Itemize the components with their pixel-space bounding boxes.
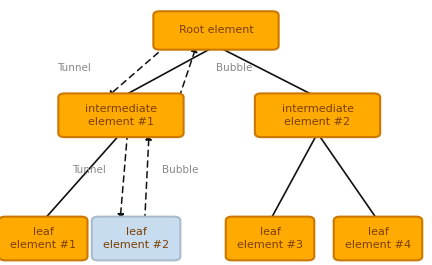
Text: Bubble: Bubble — [162, 165, 198, 175]
Text: leaf
element #4: leaf element #4 — [345, 227, 411, 250]
Text: intermediate
element #1: intermediate element #1 — [85, 104, 157, 127]
Text: Tunnel: Tunnel — [72, 165, 106, 175]
FancyBboxPatch shape — [92, 217, 180, 260]
Text: intermediate
element #2: intermediate element #2 — [282, 104, 353, 127]
Text: leaf
element #3: leaf element #3 — [237, 227, 303, 250]
Text: Root element: Root element — [178, 25, 254, 36]
FancyBboxPatch shape — [334, 217, 422, 260]
Text: leaf
element #1: leaf element #1 — [10, 227, 76, 250]
FancyBboxPatch shape — [226, 217, 314, 260]
FancyBboxPatch shape — [58, 94, 184, 137]
Text: leaf
element #2: leaf element #2 — [103, 227, 169, 250]
Text: Bubble: Bubble — [216, 63, 252, 73]
FancyBboxPatch shape — [0, 217, 87, 260]
FancyBboxPatch shape — [255, 94, 380, 137]
FancyBboxPatch shape — [153, 11, 279, 50]
Text: Tunnel: Tunnel — [57, 63, 91, 73]
